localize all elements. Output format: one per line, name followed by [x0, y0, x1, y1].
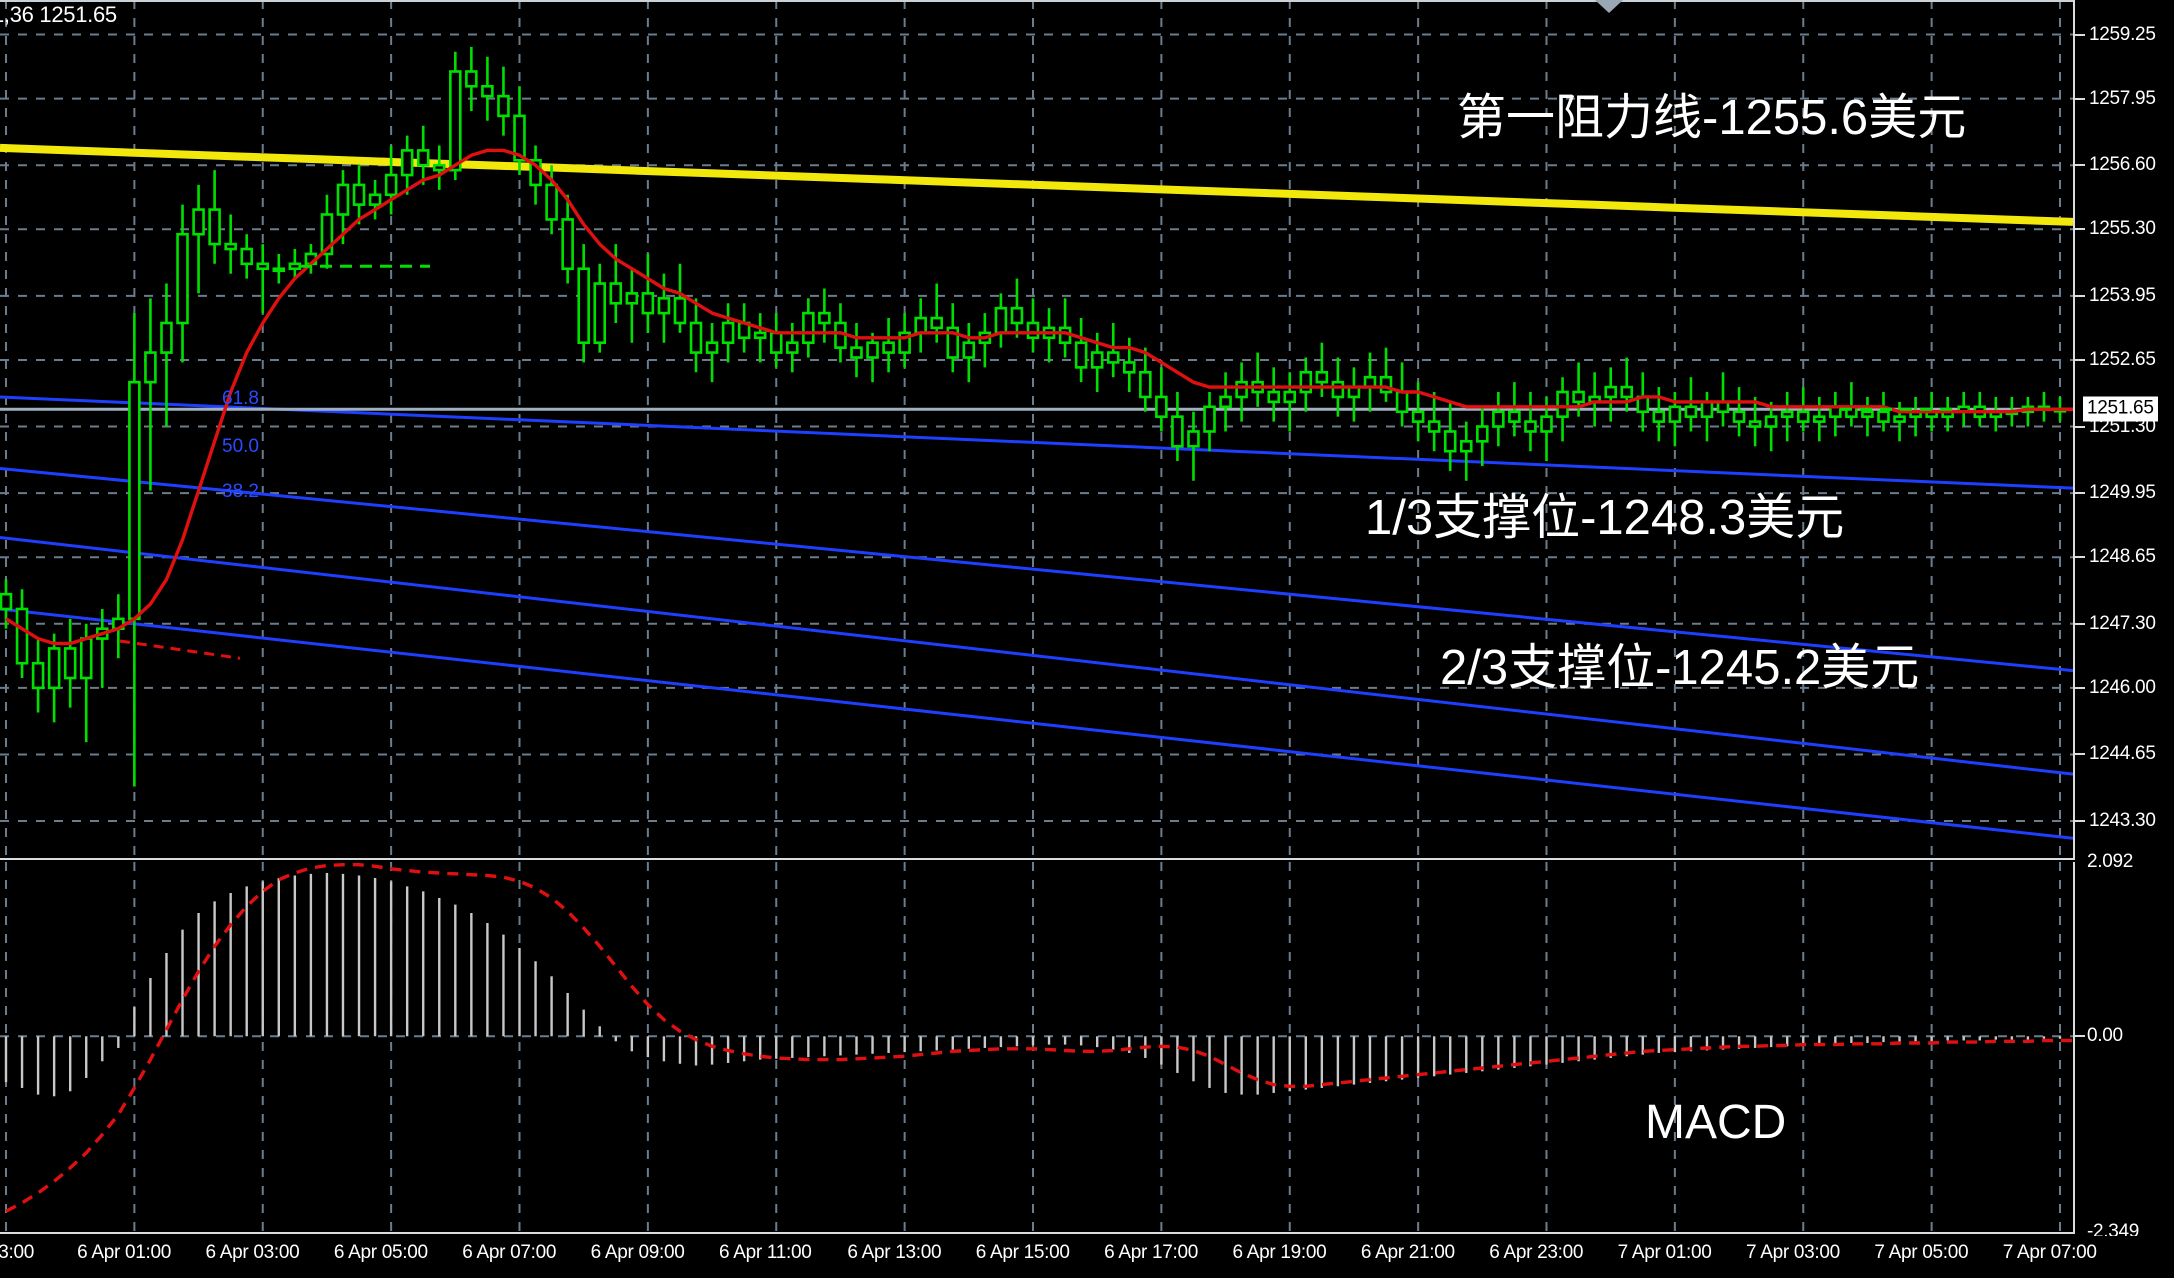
- price-axis-tick: [2075, 358, 2085, 361]
- annotation-resistance-line: 第一阻力线-1255.6美元: [1457, 91, 1967, 145]
- value-axis[interactable]: 1259.25 1257.95 1256.60 1255.30 1253.95 1252.…: [2075, 0, 2174, 1278]
- price-axis-label: 1257.95: [2089, 87, 2156, 109]
- time-axis-label: 6 Apr 17:00: [1104, 1242, 1199, 1263]
- annotation-support-1-3: 1/3支撑位-1248.3美元: [1365, 491, 1845, 545]
- price-axis-tick: [2075, 228, 2085, 231]
- time-axis-label: 6 Apr 15:00: [975, 1242, 1070, 1263]
- price-axis-label: 1248.65: [2089, 546, 2156, 568]
- price-axis-tick: [2075, 622, 2085, 625]
- fib-label-500: 50.0: [222, 436, 259, 457]
- price-axis-tick: [2075, 33, 2085, 36]
- time-axis-label: 6 Apr 07:00: [462, 1242, 557, 1263]
- time-axis-label: 6 Apr 01:00: [77, 1242, 172, 1263]
- quote-readout: 1,36 1251.65: [0, 2, 117, 27]
- price-axis-label: 1252.65: [2089, 348, 2156, 370]
- macd-axis-tick: [2075, 1035, 2085, 1038]
- time-axis-label: 6 Apr 05:00: [333, 1242, 428, 1263]
- time-axis-label: 6 Apr 11:00: [719, 1242, 812, 1263]
- time-axis-label: 6 Apr 03:00: [205, 1242, 300, 1263]
- price-axis-label: 1244.65: [2089, 743, 2156, 765]
- price-axis-tick: [2075, 164, 2085, 167]
- price-axis-tick: [2075, 686, 2085, 689]
- annotation-support-2-3: 2/3支撑位-1245.2美元: [1440, 641, 1920, 695]
- annotation-macd-label: MACD: [1645, 1096, 1787, 1149]
- time-axis-label: 7 Apr 03:00: [1746, 1242, 1840, 1263]
- macd-axis-label: 0.00: [2087, 1025, 2123, 1047]
- time-axis-label: 6 Apr 09:00: [590, 1242, 685, 1263]
- time-axis-label: 6 Apr 19:00: [1232, 1242, 1327, 1263]
- fib-label-618: 61.8: [222, 388, 259, 409]
- price-axis-tick: [2075, 820, 2085, 823]
- time-axis-label: 7 Apr 07:00: [2002, 1242, 2097, 1263]
- current-price-marker: 1251.65: [2083, 396, 2158, 422]
- chart-top-marker-arrow-icon: [1595, 0, 1623, 13]
- price-axis-label: 1256.60: [2089, 154, 2156, 176]
- time-axis-label: 7 Apr 01:00: [1617, 1242, 1712, 1263]
- time-axis-label: 7 Apr 05:00: [1874, 1242, 1969, 1263]
- price-axis-tick: [2075, 556, 2085, 559]
- price-axis-label: 1246.00: [2089, 676, 2156, 698]
- price-axis-tick: [2075, 492, 2085, 495]
- time-axis-label: 23:00: [0, 1242, 35, 1263]
- price-axis-label: 1259.25: [2089, 23, 2156, 45]
- price-axis-tick: [2075, 425, 2085, 428]
- top-border-rule: [0, 0, 2073, 2]
- time-axis-label: 6 Apr 13:00: [847, 1242, 942, 1263]
- price-axis-label: 1249.95: [2089, 482, 2156, 504]
- price-axis-label: 1243.30: [2089, 810, 2156, 832]
- price-axis-tick: [2075, 97, 2085, 100]
- time-axis-label: 6 Apr 23:00: [1489, 1242, 1584, 1263]
- price-axis-label: 1253.95: [2089, 284, 2156, 306]
- fib-label-382: 38.2: [222, 481, 259, 502]
- macd-indicator-pane[interactable]: MACD: [0, 862, 2075, 1234]
- time-axis-label: 6 Apr 21:00: [1360, 1242, 1455, 1263]
- price-axis-tick: [2075, 753, 2085, 756]
- price-axis-tick: [2075, 294, 2085, 297]
- price-axis-label: 1255.30: [2089, 218, 2156, 240]
- time-axis[interactable]: 23:00 6 Apr 01:00 6 Apr 03:00 6 Apr 05:00 6 …: [0, 1236, 2174, 1278]
- price-axis-label: 1247.30: [2089, 612, 2156, 634]
- price-chart-pane[interactable]: 1,36 1251.65 61.8 50.0 38.2 第一阻力线-1255.6…: [0, 0, 2075, 860]
- macd-axis-label: 2.092: [2087, 851, 2134, 872]
